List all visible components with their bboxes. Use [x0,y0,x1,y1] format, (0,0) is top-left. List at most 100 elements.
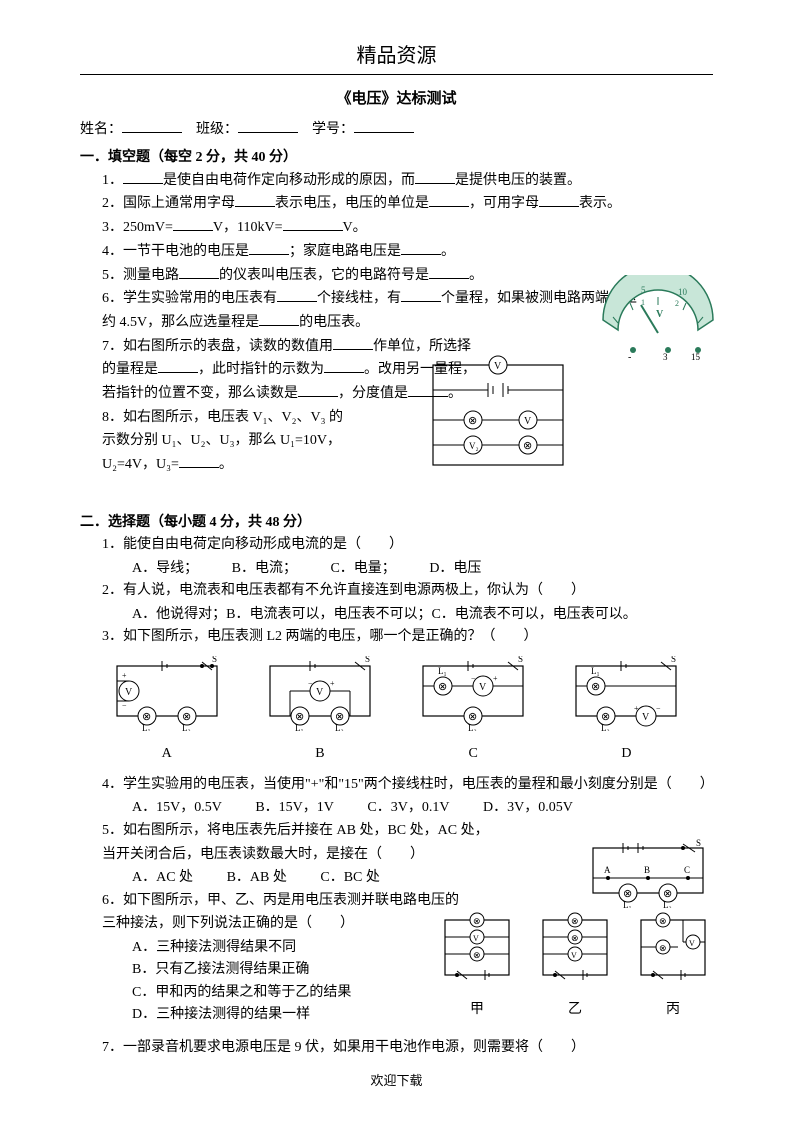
svg-text:L₁: L₁ [591,666,600,676]
svg-text:A: A [604,865,611,875]
svg-text:-: - [628,352,631,360]
svg-text:V: V [689,939,695,948]
q7-t3: 的量程是 [102,362,158,377]
q5-optB: B．AB 处 [227,867,287,889]
class-label: 班级： [196,122,238,137]
svg-text:10: 10 [678,287,688,297]
q1-t2: 是提供电压的装置。 [455,173,581,188]
q3-t1: 3．250mV= [102,220,173,235]
svg-text:3: 3 [663,352,668,360]
svg-text:V: V [524,416,532,427]
svg-text:−: − [471,674,476,683]
svg-text:5: 5 [641,285,646,295]
s2-q5b: 当开关闭合后，电压表读数最大时，是接在（ ） [102,844,502,866]
page-footer: 欢迎下载 [0,1071,793,1092]
q8-t2: 示数分别 U₁、U₂、U₃，那么 U₁=10V， [102,433,341,448]
q7-t2: 作单位，所选择 [373,339,471,354]
q1-optD: D．电压 [429,558,481,580]
svg-text:V: V [125,687,133,698]
q5-t2: 的仪表叫电压表，它的电路符号是 [219,268,429,283]
q8-t3: U₂=4V，U₃= [102,457,179,472]
svg-text:L₂: L₂ [468,723,477,731]
svg-text:L₁: L₁ [295,723,304,731]
q8-t4: 。 [219,457,233,472]
q8-circuit-diagram: V ⊗ V V₂ ⊗ [423,355,573,475]
q6-t1: 6．学生实验常用的电压表有 [102,291,277,306]
q6-circuit-bing: ⊗ V ⊗ [633,912,713,987]
q1-optA: A．导线； [132,558,198,580]
svg-text:⊗: ⊗ [523,440,532,452]
s2-q4: 4．学生实验用的电压表，当使用"+"和"15"两个接线柱时，电压表的量程和最小刻… [80,774,713,796]
s2-q1: 1．能使自由电荷定向移动形成电流的是（ ） [102,534,713,556]
svg-text:S: S [518,656,523,664]
svg-text:⊗: ⊗ [295,711,304,723]
q3-circuit-d: S ⊗ L₁ ⊗ V +− L₂ [566,656,686,731]
q6-circuit-yi: ⊗ ⊗ V [535,912,615,987]
student-info: 姓名： 班级： 学号： [80,119,713,141]
svg-text:S: S [212,656,217,664]
s2-q6b: 三种接法，则下列说法正确的是（ ） [102,913,462,935]
voltmeter-dial-diagram: 5 10 1 2 V 3 15 - [593,275,723,360]
svg-text:⊗: ⊗ [142,711,151,723]
svg-text:B: B [644,865,650,875]
svg-text:⊗: ⊗ [335,711,344,723]
q3-label-a: A [107,743,227,765]
svg-text:L₂: L₂ [663,900,672,908]
q3-circuit-c: S ⊗ V −+ L₁ ⊗ L₂ [413,656,533,731]
q3-t2: V，110kV= [213,220,283,235]
q5-optC: C．BC 处 [320,867,380,889]
svg-text:⊗: ⊗ [623,888,632,900]
q2-opts: A．他说得对；B．电流表可以，电压表不可以；C．电流表不可以，电压表可以。 [132,604,637,626]
svg-text:V: V [656,309,664,320]
svg-text:+: + [330,679,335,688]
svg-text:⊗: ⊗ [663,888,672,900]
svg-text:L₁: L₁ [142,723,151,731]
svg-text:15: 15 [691,352,701,360]
q6-label-jia: 甲 [437,999,517,1021]
svg-text:−: − [308,679,313,688]
q3-label-c: C [413,743,533,765]
svg-text:V: V [473,934,479,943]
s2-q7: 7．一部录音机要求电源电压是 9 伏，如果用干电池作电源，则需要将（ ） [102,1037,713,1059]
s2-q2: 2．有人说，电流表和电压表都有不允许直接连到电源两极上，你认为（ ） [102,580,713,602]
q3-circuit-a: S V +− ⊗ ⊗ L₁L₂ [107,656,227,731]
q5-t1: 5．测量电路 [102,268,179,283]
q3-label-d: D [566,743,686,765]
s2-q5a: 5．如右图所示，将电压表先后并接在 AB 处，BC 处，AC 处， [102,820,502,842]
q3-t3: V。 [343,220,367,235]
q2-t3: ，可用字母 [469,196,539,211]
q4-t1: 4．一节干电池的电压是 [102,244,249,259]
q3-diagrams: S V +− ⊗ ⊗ L₁L₂ A S V −+ ⊗ ⊗ L₁L₂ B [80,656,713,766]
svg-text:+: + [634,704,639,713]
q4-t3: 。 [441,244,455,259]
svg-text:V₂: V₂ [469,441,479,451]
svg-text:⊗: ⊗ [659,916,667,926]
svg-text:⊗: ⊗ [182,711,191,723]
svg-text:⊗: ⊗ [473,950,481,960]
svg-text:L₁: L₁ [623,900,632,908]
svg-text:V: V [316,687,324,698]
q7-t4: ，此时指针的示数为 [198,362,324,377]
q8-t1: 8．如右图所示，电压表 V₁、V₂、V₃ 的 [102,410,343,425]
svg-text:L₂: L₂ [182,723,191,731]
q6-diagrams: ⊗ V ⊗ 甲 ⊗ ⊗ V 乙 ⊗ V ⊗ [437,912,713,1022]
svg-text:V: V [479,682,487,693]
q4-optA: A．15V，0.5V [132,797,222,819]
q1-optB: B．电流； [232,558,297,580]
header-underline [80,74,713,75]
q5-circuit-diagram: S A B C ⊗ ⊗ L₁L₂ [583,838,713,908]
page-header: 精品资源 [80,40,713,72]
q1-t1: 是使自由电荷作定向移动形成的原因，而 [163,173,415,188]
svg-text:+: + [122,671,127,680]
svg-text:V: V [494,361,502,372]
q6-label-yi: 乙 [535,999,615,1021]
q3-circuit-b: S V −+ ⊗ ⊗ L₁L₂ [260,656,380,731]
svg-text:⊗: ⊗ [468,415,477,427]
q7-t6: 若指针的位置不变，那么读数是 [102,386,298,401]
q7-t1: 7．如右图所示的表盘，读数的数值用 [102,339,333,354]
q4-optC: C．3V，0.1V [367,797,449,819]
q1-num: 1． [102,173,123,188]
svg-text:⊗: ⊗ [571,916,579,926]
q5-t3: 。 [469,268,483,283]
q6-t2: 个接线柱，有 [317,291,401,306]
